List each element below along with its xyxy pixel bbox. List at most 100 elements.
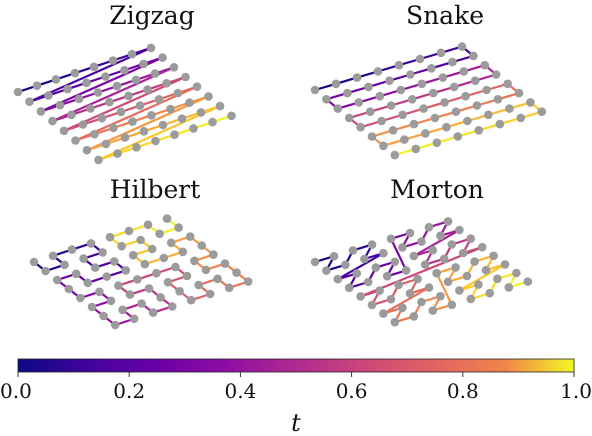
grid-node — [140, 259, 150, 269]
panel-title-morton: Morton — [390, 175, 484, 204]
grid-node — [371, 263, 381, 272]
grid-node — [360, 254, 369, 264]
grid-node — [243, 277, 253, 286]
grid-node — [139, 127, 149, 136]
path-segment — [412, 228, 461, 258]
grid-node — [129, 314, 139, 324]
grid-node — [32, 81, 42, 90]
grid-node — [125, 290, 135, 299]
grid-node — [41, 266, 50, 276]
grid-node — [463, 116, 472, 126]
grid-node — [132, 143, 141, 152]
grid-node — [108, 56, 118, 65]
grid-node — [469, 51, 478, 61]
grid-node — [451, 263, 460, 272]
grid-node — [163, 277, 173, 287]
grid-node — [375, 91, 385, 101]
grid-node — [436, 291, 445, 301]
grid-node — [398, 110, 407, 120]
grid-node — [400, 135, 409, 144]
grid-node — [470, 76, 480, 85]
colorbar-ticks: 0.0 0.2 0.4 0.6 0.8 1.0 — [0, 372, 592, 403]
grid-node — [201, 265, 211, 275]
grid-node — [405, 228, 415, 238]
grid-node — [162, 79, 171, 88]
grid-node — [364, 82, 373, 92]
grid-node — [432, 268, 441, 278]
grid-node — [63, 84, 72, 94]
grid-node — [167, 302, 177, 311]
grid-node — [461, 91, 470, 101]
panel-title-zigzag: Zigzag — [109, 1, 194, 30]
grid-node — [158, 53, 167, 62]
grid-node — [367, 300, 377, 310]
grid-node — [455, 225, 464, 235]
grid-node — [205, 289, 215, 299]
grid-node — [182, 271, 192, 281]
grid-node — [424, 283, 434, 292]
grid-node — [136, 235, 145, 245]
grid-node — [208, 117, 217, 127]
grid-node — [155, 229, 164, 239]
grid-node — [438, 73, 448, 82]
grid-node — [537, 107, 547, 116]
grid-node — [59, 126, 69, 136]
grid-node — [114, 281, 123, 290]
grid-node — [466, 234, 476, 243]
grid-node — [186, 295, 196, 305]
grid-node — [394, 60, 404, 70]
grid-node — [64, 284, 74, 294]
grid-node — [52, 275, 62, 285]
grid-node — [329, 251, 339, 261]
grid-node — [124, 226, 134, 236]
grid-node — [430, 113, 440, 123]
grid-node — [480, 60, 490, 70]
grid-node — [137, 299, 146, 308]
grid-node — [89, 62, 99, 72]
path-segment — [458, 263, 507, 292]
grid-node — [377, 116, 386, 126]
grid-node — [71, 269, 81, 279]
path-segment — [336, 252, 385, 281]
grid-node — [171, 262, 180, 272]
grid-node — [477, 242, 487, 252]
grid-node — [25, 97, 34, 106]
grid-node — [13, 87, 23, 97]
grid-node — [375, 286, 384, 295]
colorbar-tick-label: 1.0 — [560, 379, 592, 403]
grid-node — [409, 119, 419, 129]
grid-node — [117, 241, 126, 251]
path-segment — [435, 272, 453, 306]
grid-node — [48, 116, 57, 126]
grid-node — [36, 107, 46, 116]
grid-node — [356, 122, 365, 132]
grid-node — [124, 91, 133, 101]
grid-node — [447, 240, 457, 249]
grid-node — [128, 117, 137, 126]
grid-node — [459, 67, 469, 76]
grid-node — [352, 73, 362, 82]
grid-node — [523, 277, 533, 286]
grid-node — [398, 243, 407, 252]
grid-node — [367, 132, 377, 141]
grid-node — [143, 220, 153, 230]
grid-node — [190, 256, 199, 266]
snake-path-diagram — [310, 42, 547, 160]
grid-node — [442, 122, 451, 132]
grid-node — [139, 59, 148, 69]
grid-node — [170, 130, 179, 139]
grid-node — [102, 272, 112, 281]
grid-node — [166, 238, 176, 248]
colorbar-tick-label: 0.2 — [113, 379, 145, 403]
grid-node — [505, 104, 514, 113]
grid-node — [495, 119, 505, 129]
grid-node — [152, 268, 161, 278]
grid-node — [457, 42, 467, 51]
grid-node — [67, 110, 76, 120]
grid-node — [449, 82, 459, 92]
grid-node — [417, 297, 426, 307]
grid-node — [148, 308, 158, 317]
grid-node — [189, 124, 198, 133]
grid-node — [310, 257, 320, 267]
